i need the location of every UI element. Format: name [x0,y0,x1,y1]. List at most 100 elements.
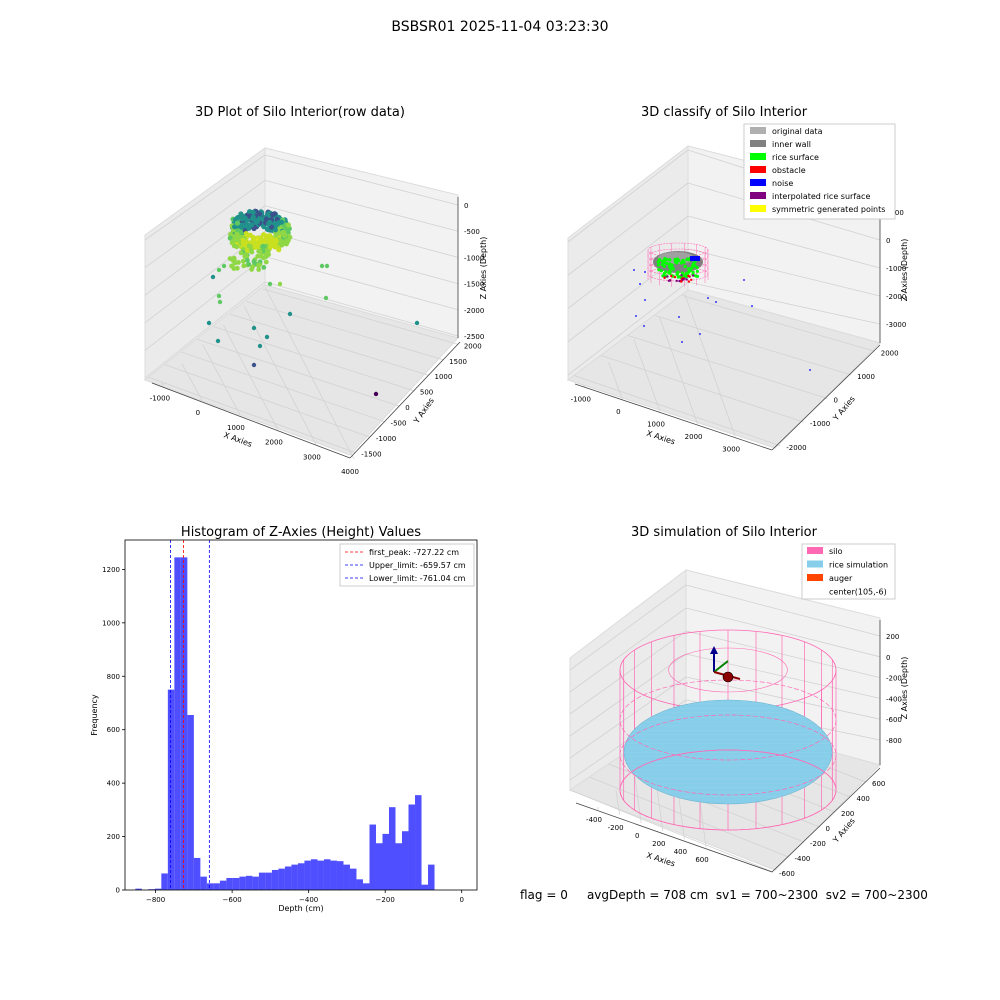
rice-surface-point [694,274,698,278]
histogram-bar [291,864,298,890]
grid-line [264,281,459,337]
data-point [217,299,223,305]
rice-surface-point [679,261,684,265]
histogram-bar [180,557,188,890]
plot-classify-title: 3D classify of Silo Interior [641,105,808,120]
grid-line [684,293,736,437]
x-tick-label: -1000 [571,396,591,404]
grid-line [264,154,459,206]
legend-label: inner wall [772,140,811,149]
z-tick-label: -500 [464,228,480,236]
y-tick-label: 1000 [102,619,120,627]
grid-line [223,325,279,430]
noise-cluster [690,256,700,261]
data-point [251,325,257,331]
data-point [246,262,252,267]
plot-classify-points [633,242,811,371]
data-point [262,237,268,243]
histogram-bar [239,876,246,890]
histogram-bar [232,877,240,890]
rice-surface-point [668,262,672,266]
plot-histogram: Histogram of Z-Axies (Height) Values −80… [90,525,478,913]
histogram-bar [252,876,259,890]
data-point [250,214,256,220]
data-point [243,252,249,258]
silo-wire-ring [619,714,837,796]
rice-surface-point [657,263,661,267]
auger-arrow-z [710,646,718,654]
y-tick-label: 0 [405,404,409,412]
grid-line [144,256,266,351]
grid-line [654,315,852,376]
histogram-bar [389,807,396,890]
rice-surface-point [695,269,700,273]
noise-point [644,299,646,301]
histogram-bars [135,557,435,890]
data-point [234,244,240,250]
histogram-bar [349,868,357,890]
grid-line [144,180,266,268]
data-point [251,259,257,264]
plot-simulation-ticks: -400-2000200400600-600-400-2000200400600… [586,633,902,878]
grid-line [687,281,881,325]
data-point [241,263,247,269]
data-point [319,263,325,269]
noise-point [644,271,646,273]
data-point [414,320,420,326]
grid-line [197,338,400,407]
plot-classify-ticks: -10000100020003000-2000-1000010002000100… [571,209,907,453]
rice-surface-point [677,275,681,279]
grid-line [633,339,661,412]
rice-surface-point [693,264,697,268]
histogram-bar [382,833,389,890]
grid-line [264,230,459,284]
y-tick-label: -1500 [361,451,381,459]
legend-swatch [750,205,766,212]
plot-simulation-ylabel: Y Axies [831,816,857,845]
data-point [261,232,267,238]
data-point [285,222,291,228]
noise-point [678,316,680,318]
histogram-bar [415,795,422,890]
legend-swatch [750,140,766,147]
data-point [240,258,246,264]
z-tick-label: -2500 [464,333,484,341]
rice-surface-point [683,264,687,268]
rice-surface-point [665,261,669,265]
y-tick-label: 1200 [102,566,120,574]
histogram-bar [271,869,279,890]
histogram-bar [154,888,162,890]
plot-raw-title: 3D Plot of Silo Interior(row data) [195,105,405,120]
noise-point [643,325,645,327]
y-tick-label: 1000 [857,373,875,381]
legend-label: symmetric generated points [772,205,885,214]
rice-surface-point [690,266,694,270]
data-point [283,241,289,247]
data-point [206,320,212,326]
y-tick-label: 200 [107,833,120,841]
y-tick-label: 400 [107,780,120,788]
noise-point [743,279,745,281]
legend-label: Upper_limit: -659.57 cm [369,561,466,570]
data-point [244,248,250,254]
rice-simulation-surface [623,699,833,805]
histogram-bar [336,861,344,890]
noise-point [639,283,641,285]
data-point [239,223,245,229]
grid-line [264,256,459,311]
silo-bottom-ring [619,749,837,831]
x-tick-label: 0 [196,409,200,417]
y-tick-label: 2000 [881,349,899,357]
grid-line [608,362,623,400]
plot-raw-ticks: -1000 0 1000 2000 3000 4000 -1500 -1000 -500 0 500… [150,202,485,476]
y-tick-label: -500 [391,420,407,428]
obstacle-point [675,279,678,283]
grid-line [264,205,459,258]
plot-classify-grid [567,149,881,447]
rice-surface-point [664,270,668,274]
legend-swatch [750,127,766,134]
y-tick-label: 500 [420,389,433,397]
legend-label: interpolated rice surface [772,192,870,201]
grid-line [264,180,459,232]
x-tick-label: 1000 [647,421,665,429]
